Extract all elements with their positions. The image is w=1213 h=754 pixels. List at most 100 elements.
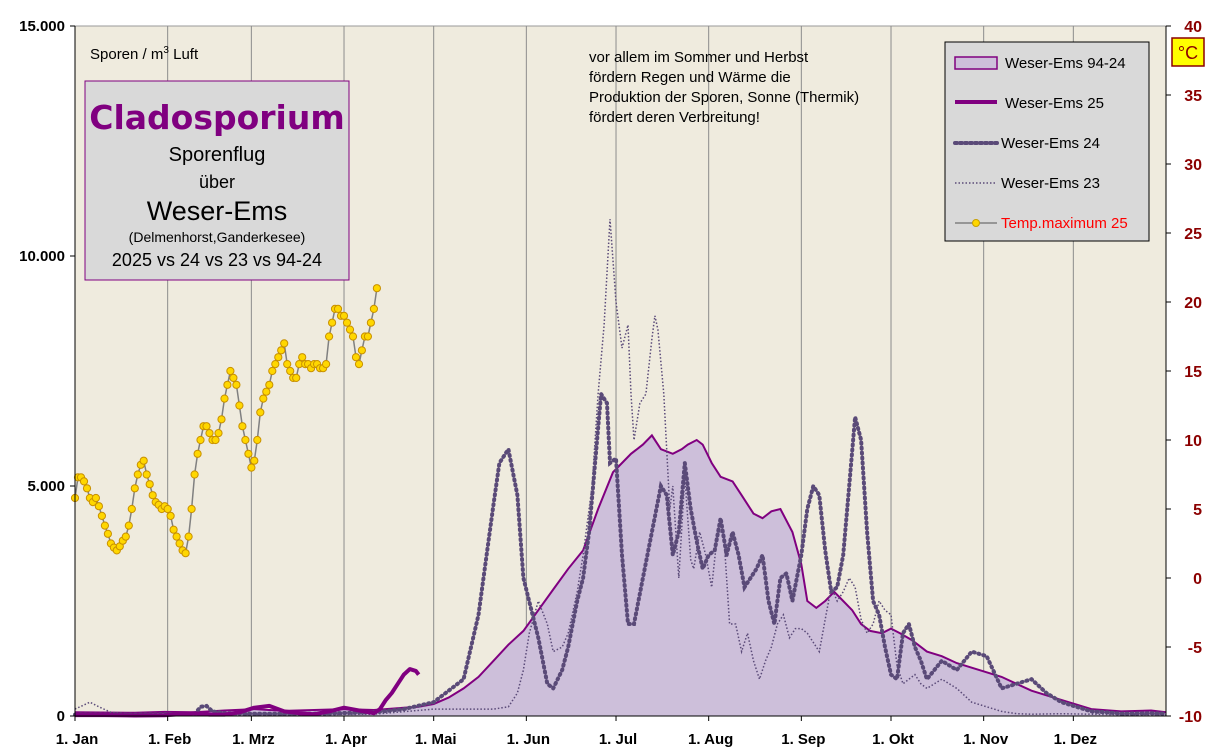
temp-point-86 [328, 318, 337, 327]
annotation-line-4: fördert deren Verbreitung! [589, 109, 760, 126]
temp-point-66 [268, 366, 277, 376]
temp-point-17 [121, 532, 130, 541]
temp-point-19 [127, 504, 136, 514]
temp-point-94 [351, 353, 361, 362]
temp-point-44 [202, 422, 211, 431]
temp-point-63 [259, 394, 268, 403]
temp-point-93 [348, 332, 358, 341]
title-line-5: 2025 vs 24 vs 23 vs 94-24 [112, 250, 322, 270]
temp-point-64 [262, 387, 271, 396]
series-25-line [75, 667, 421, 718]
temp-point-32 [166, 511, 175, 521]
temp-point-37 [181, 549, 190, 558]
temp-point-56 [238, 422, 247, 431]
temp-point-34 [172, 532, 181, 541]
y-right-tick-label-10: -10 [1179, 709, 1202, 726]
temp-point-52 [226, 366, 235, 376]
series-24-line [73, 387, 1168, 717]
temp-point-65 [265, 380, 274, 389]
legend-label-25: Weser-Ems 25 [1005, 95, 1104, 112]
temp-point-21 [133, 470, 142, 479]
legend-label-24: Weser-Ems 24 [1001, 135, 1100, 152]
temp-point-23 [139, 456, 148, 465]
x-tick-label-3: 1. Apr [325, 731, 367, 748]
temp-point-7 [91, 493, 101, 503]
y-left-tick-label-1: 10.000 [19, 248, 65, 265]
series-layer [70, 219, 1168, 718]
y-right-tick-label-3: 25 [1184, 226, 1202, 243]
legend-swatch-temp-marker [972, 219, 980, 227]
annotation-line-1: vor allem im Sommer und Herbst [589, 49, 809, 66]
temp-point-55 [235, 401, 244, 410]
title-line-4: (Delmenhorst,Ganderkesee) [129, 229, 306, 245]
temp-point-90 [339, 311, 349, 320]
temp-point-9 [97, 511, 107, 521]
y-right-tick-label-7: 5 [1193, 502, 1202, 519]
temp-point-41 [193, 449, 202, 458]
legend-swatch-94-24 [954, 56, 998, 70]
temp-point-71 [283, 360, 292, 369]
y-right-tick-label-2: 30 [1184, 157, 1202, 174]
temp-point-72 [286, 366, 295, 376]
y-right-tick-label-4: 20 [1184, 295, 1202, 312]
temp-point-101 [372, 284, 381, 293]
x-tick-label-11: 1. Dez [1054, 731, 1097, 748]
y-right-tick-label-9: -5 [1188, 640, 1202, 657]
temp-point-99 [366, 318, 375, 327]
y-left-tick-label-0: 15.000 [19, 18, 65, 35]
x-tick-label-4: 1. Mai [415, 731, 457, 748]
temp-point-84 [322, 360, 331, 369]
title-line-3: Weser-Ems [147, 196, 288, 226]
legend-label-temp: Temp.maximum 25 [1001, 215, 1128, 232]
y-right-tick-label-6: 10 [1184, 433, 1202, 450]
temp-point-18 [124, 521, 133, 530]
temp-point-3 [79, 477, 89, 486]
temp-point-26 [148, 491, 157, 500]
x-tick-label-8: 1. Sep [781, 731, 825, 748]
temp-point-69 [277, 346, 286, 355]
y-left-axis-label: Sporen / m3 Luft [90, 45, 199, 63]
temp-point-47 [211, 435, 220, 445]
series-94-24-area [75, 435, 1166, 716]
temp-point-54 [232, 380, 241, 389]
temp-point-8 [94, 502, 104, 511]
temp-point-74 [292, 373, 301, 382]
y-right-ticks: 40 35 30 25 20 15 10 5 0 -5 -10 [1166, 19, 1202, 726]
temp-point-70 [280, 339, 289, 348]
temp-point-57 [241, 435, 250, 445]
annotation-line-2: fördern Regen und Wärme die [589, 69, 791, 86]
temp-point-31 [163, 504, 172, 514]
temp-point-98 [363, 332, 372, 341]
y-right-tick-label-5: 15 [1184, 364, 1202, 381]
temp-point-68 [274, 353, 283, 362]
temp-point-51 [223, 380, 232, 389]
x-tick-label-1: 1. Feb [148, 731, 191, 748]
legend-label-94-24: Weser-Ems 94-24 [1005, 55, 1126, 72]
title-line-1: Sporenflug [169, 144, 266, 166]
x-tick-label-0: 1. Jan [56, 731, 99, 748]
temp-point-48 [214, 429, 223, 438]
temp-point-95 [354, 360, 364, 369]
annotation: vor allem im Sommer und Herbst fördern R… [589, 49, 859, 126]
y-right-tick-label-0: 40 [1184, 19, 1202, 36]
x-tick-label-5: 1. Jun [507, 731, 550, 748]
y-right-tick-label-8: 0 [1193, 571, 1202, 588]
temp-point-45 [205, 429, 214, 438]
temp-point-100 [369, 304, 378, 313]
temp-point-11 [103, 529, 113, 538]
temp-point-20 [130, 484, 139, 493]
temp-point-33 [169, 525, 178, 534]
temp-point-53 [229, 373, 238, 382]
temp-point-25 [145, 480, 154, 489]
temp-point-24 [142, 470, 151, 479]
temp-point-59 [247, 463, 256, 472]
y-right-tick-label-1: 35 [1184, 88, 1202, 105]
x-ticks: 1. Jan 1. Feb 1. Mrz 1. Apr 1. Mai 1. Jun 1. J… [56, 716, 1097, 748]
series-94-24-line [74, 433, 1167, 714]
series-23-line [74, 219, 1166, 716]
temp-point-49 [217, 415, 226, 424]
temp-point-96 [357, 346, 366, 355]
temp-point-58 [244, 449, 253, 458]
y-left-tick-label-3: 0 [57, 708, 65, 725]
